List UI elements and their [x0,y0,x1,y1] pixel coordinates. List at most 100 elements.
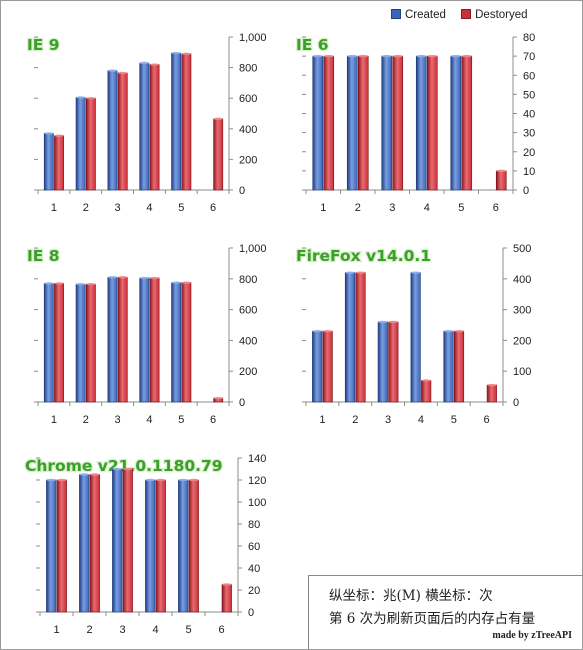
chart-4-bar-created-2 [344,272,356,403]
chart-2-bar-cap-created-3 [381,54,392,58]
chart-4-bar-destroyed-6 [486,384,497,403]
chart-2-bar-cap-destroyed-5 [461,54,472,58]
chart-4-bar-destroyed-3 [388,321,399,403]
chart-3-bar-created-1 [43,283,54,403]
note-refresh-explanation: 第 6 次为刷新页面后的内存占有量 [329,611,536,627]
chart-3-bar-destroyed-4 [149,277,160,403]
chart-4-bar-cap-created-3 [378,320,388,324]
chart-5-bar-destroyed-2 [89,474,100,613]
chart-2-bar-cap-destroyed-2 [358,54,369,58]
chart-5-bar-cap-created-3 [112,467,122,471]
chart-5-bar-cap-destroyed-3 [123,467,133,471]
chart-2-bar-cap-created-2 [347,54,358,58]
chart-3-y-tick-label: 600 [239,305,257,317]
chart-4-x-tick-label: 2 [352,414,358,426]
chart-4-y-tick-label: 200 [513,335,531,347]
chart-5-y-tick-label: 20 [248,585,260,597]
chart-5-bar-created-2 [79,474,90,613]
chart-2-y-tick-label: 40 [523,109,535,121]
chart-2-bar-cap-destroyed-6 [496,169,507,173]
chart-2-bar-created-5 [450,55,462,191]
chart-2-title: IE 6 [296,36,329,54]
chart-4-bar-created-4 [410,272,421,403]
chart-5-y-tick-label: 40 [248,563,260,575]
chart-3-bar-created-5 [171,282,182,403]
chart-1-y-tick-label: 0 [239,185,245,197]
chart-5-bar-cap-created-2 [79,473,89,476]
chart-2-x-tick-label: 3 [389,202,395,214]
chart-5-y-tick-label: 120 [248,475,266,487]
chart-5-bar-cap-destroyed-6 [222,583,232,586]
chart-4-bar-destroyed-2 [355,272,366,403]
chart-4-bar-created-3 [377,321,388,403]
chart-2-bar-destroyed-2 [357,55,369,191]
chart-3-x-tick-label: 2 [83,414,89,426]
chart-5-bar-destroyed-3 [122,468,133,613]
chart-1-x-tick-label: 3 [115,202,121,214]
chart-4-bar-cap-created-2 [345,271,355,274]
chart-5-y-tick-label: 0 [248,607,254,619]
chart-1-bar-destroyed-5 [181,53,192,191]
chart-4-y-tick-label: 300 [513,305,531,317]
chart-4-x-tick-label: 5 [451,414,457,426]
chart-3-x-tick-label: 4 [146,414,152,426]
chart-5-x-tick-label: 3 [119,624,125,636]
chart-4-x-tick-label: 4 [418,414,424,426]
chart-4-title: FireFox v14.0.1 [296,247,431,265]
chart-1-bar-destroyed-6 [213,118,224,191]
chart-4-bar-created-5 [443,330,454,403]
chart-3-bar-created-3 [107,276,118,403]
chart-2-bar-cap-destroyed-4 [427,54,438,58]
chart-1-bar-created-2 [75,97,86,191]
chart-3-y-tick-label: 800 [239,274,257,286]
chart-5-bar-cap-destroyed-5 [189,478,199,482]
chart-4-bar-cap-destroyed-4 [421,379,431,382]
chart-1-y-tick-label: 1,000 [239,32,267,44]
chart-4-bar-cap-destroyed-2 [355,271,366,274]
chart-3-bar-cap-destroyed-5 [181,281,191,284]
chart-1-x-tick-label: 6 [210,202,216,214]
note-credit: made by zTreeAPI [492,630,572,641]
chart-1-bar-cap-created-3 [107,69,118,72]
chart-4-y-tick-label: 100 [513,366,531,378]
chart-4-x-tick-label: 1 [319,414,325,426]
chart-5-bar-cap-created-5 [178,478,188,482]
chart-3-bar-cap-destroyed-6 [213,396,223,400]
chart-5-bar-created-5 [178,479,189,613]
chart-5-bar-destroyed-6 [221,584,232,613]
legend-label-destroyed: Destoryed [475,9,528,21]
chart-3-x-tick-label: 5 [178,414,184,426]
chart-3-x-tick-label: 3 [115,414,121,426]
chart-5-x-tick-label: 2 [86,624,92,636]
chart-2-x-tick-label: 1 [320,202,326,214]
chart-4-y-tick-label: 400 [513,274,531,286]
chart-5-bar-created-1 [46,479,57,613]
chart-2-bar-cap-created-4 [416,54,427,58]
legend-swatch-created [391,9,401,19]
chart-5-bar-destroyed-4 [155,479,166,613]
chart-1-bar-cap-destroyed-1 [54,134,64,137]
chart-2-bar-destroyed-6 [495,170,507,191]
chart-5-bar-destroyed-5 [188,479,199,613]
chart-3-bar-cap-destroyed-1 [54,282,64,285]
chart-4-bar-destroyed-5 [453,330,465,403]
legend-item-created: Created [391,9,446,21]
chart-3-bar-created-4 [139,277,150,403]
chart-1-bar-created-4 [139,62,150,191]
chart-2-bar-cap-created-5 [450,54,461,58]
chart-3-bar-cap-destroyed-2 [86,282,96,286]
chart-3-bar-cap-created-1 [44,282,54,285]
chart-2-y-tick-label: 30 [523,128,535,140]
chart-1-y-tick-label: 400 [239,124,257,136]
chart-2-bar-created-1 [312,55,324,191]
chart-3-bar-destroyed-2 [85,283,96,403]
chart-5-y-tick-label: 60 [248,541,260,553]
chart-5-y-tick-label: 140 [248,453,266,465]
chart-5-x-tick-label: 6 [218,624,224,636]
chart-4-bar-cap-destroyed-5 [454,329,464,333]
chart-1-bar-cap-destroyed-3 [118,71,128,75]
chart-4-bar-cap-created-1 [312,329,322,333]
chart-4-y-tick-label: 0 [513,397,519,409]
chart-1-x-tick-label: 2 [83,202,89,214]
